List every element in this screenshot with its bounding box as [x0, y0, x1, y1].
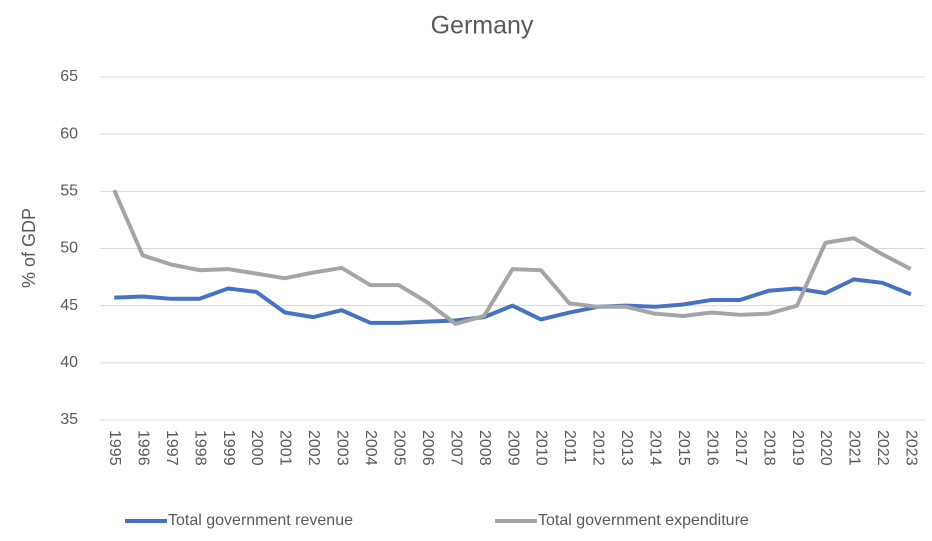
y-tick-label: 45: [60, 297, 78, 314]
x-tick-label: 2017: [732, 430, 749, 466]
x-tick-label: 2014: [647, 430, 664, 466]
x-tick-label: 1995: [106, 430, 123, 466]
x-tick-label: 2009: [504, 430, 521, 466]
y-tick-label: 60: [60, 125, 78, 142]
x-tick-label: 2013: [618, 430, 635, 466]
x-tick-label: 1996: [134, 430, 151, 466]
x-tick-label: 2012: [590, 430, 607, 466]
y-tick-label: 55: [60, 183, 78, 200]
x-tick-label: 2020: [817, 430, 834, 466]
x-tick-label: 2021: [846, 430, 863, 466]
y-tick-label: 65: [60, 68, 78, 85]
x-tick-label: 2018: [760, 430, 777, 466]
x-tick-label: 2000: [248, 430, 265, 466]
legend-label: Total government revenue: [168, 512, 353, 529]
x-tick-label: 2016: [703, 430, 720, 466]
x-tick-label: 2003: [334, 430, 351, 466]
x-tick-label: 1998: [191, 430, 208, 466]
x-tick-label: 2022: [874, 430, 891, 466]
legend-label: Total government expenditure: [538, 512, 749, 529]
x-tick-label: 2010: [533, 430, 550, 466]
x-tick-label: 2006: [419, 430, 436, 466]
x-tick-label: 1997: [163, 430, 180, 466]
x-tick-label: 2002: [305, 430, 322, 466]
y-tick-label: 50: [60, 240, 78, 257]
y-tick-label: 35: [60, 411, 78, 428]
y-axis-label: % of GDP: [19, 208, 39, 288]
y-tick-label: 40: [60, 354, 78, 371]
line-series: [114, 277, 912, 325]
line-series: [112, 189, 912, 326]
x-tick-label: 1999: [220, 430, 237, 466]
x-tick-label: 2015: [675, 430, 692, 466]
x-tick-label: 2023: [903, 430, 920, 466]
x-tick-label: 2011: [561, 430, 578, 465]
x-tick-label: 2001: [277, 430, 294, 466]
x-tick-label: 2019: [789, 430, 806, 466]
x-tick-label: 2005: [390, 430, 407, 466]
x-tick-label: 2008: [476, 430, 493, 466]
x-tick-label: 2004: [362, 430, 379, 466]
chart-title: Germany: [431, 12, 534, 40]
x-tick-label: 2007: [447, 430, 464, 466]
